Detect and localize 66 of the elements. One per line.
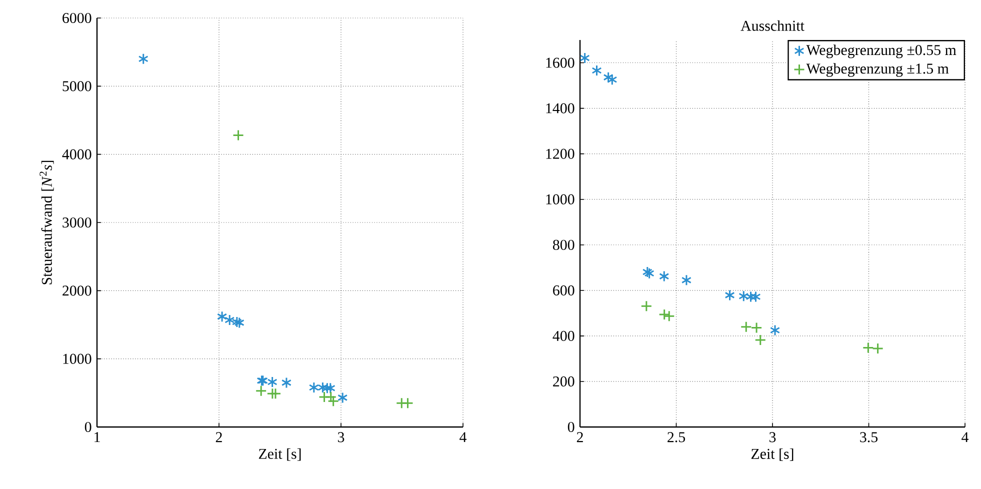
x-axis-title: Zeit [s] xyxy=(751,448,794,461)
point xyxy=(308,382,319,394)
point xyxy=(746,291,756,303)
x-tick-label: 3 xyxy=(338,432,344,442)
point xyxy=(750,322,762,334)
y-tick-label: 400 xyxy=(552,330,574,341)
x-tick-label: 1 xyxy=(94,432,100,442)
point xyxy=(216,310,228,322)
y-tick-label: 800 xyxy=(552,240,574,250)
y-tick-label: 1000 xyxy=(546,194,574,204)
x-tick-label: 3.5 xyxy=(860,432,878,442)
y-tick-label: 1400 xyxy=(546,103,574,114)
y-tick-label: 1200 xyxy=(546,148,574,159)
point xyxy=(232,316,242,328)
y-tick-label: 3000 xyxy=(62,217,92,228)
point xyxy=(724,289,735,301)
y-tick-label: 200 xyxy=(553,376,574,387)
point xyxy=(740,321,752,333)
y-tick-label: 0 xyxy=(568,422,574,432)
y-tick-label: 5000 xyxy=(62,81,92,92)
point xyxy=(281,376,292,388)
y-tick-label: 2000 xyxy=(62,286,92,296)
point xyxy=(270,388,282,400)
point xyxy=(607,74,618,86)
y-tick-label: 600 xyxy=(553,285,574,296)
point xyxy=(738,290,749,302)
point xyxy=(603,72,614,84)
point xyxy=(754,334,766,346)
y-tick-label: 0 xyxy=(84,422,92,432)
point xyxy=(325,382,336,394)
legend-label: Wegbegrenzung ±1.5 m xyxy=(806,63,949,77)
point xyxy=(232,129,244,141)
point xyxy=(325,391,337,403)
x-axis-title: Zeit [s] xyxy=(258,448,301,461)
point xyxy=(234,316,244,328)
point xyxy=(318,382,328,394)
y-tick-label: 4000 xyxy=(62,149,92,160)
point xyxy=(640,300,652,312)
y-tick-label: 1600 xyxy=(546,58,574,68)
x-tick-label: 4 xyxy=(460,432,466,442)
point xyxy=(750,291,761,303)
point xyxy=(862,342,874,354)
point xyxy=(267,376,278,388)
y-tick-label: 1000 xyxy=(63,354,92,364)
point xyxy=(770,324,780,336)
point xyxy=(138,53,148,65)
y-tick-label: 6000 xyxy=(62,12,92,24)
point xyxy=(338,392,348,404)
x-tick-label: 2 xyxy=(576,432,583,442)
point xyxy=(580,52,590,64)
point xyxy=(681,274,692,286)
point xyxy=(872,342,884,354)
legend-label: Wegbegrenzung ±0.55 m xyxy=(806,44,956,58)
x-tick-label: 2.5 xyxy=(668,432,686,442)
point xyxy=(322,382,332,394)
x-tick-label: 2 xyxy=(216,432,222,442)
point xyxy=(592,64,602,76)
y-axis-title: Steueraufwand [N$^{2}$s] xyxy=(40,160,54,284)
x-tick-label: 3 xyxy=(769,432,776,442)
point xyxy=(224,314,235,326)
point xyxy=(402,397,414,409)
point xyxy=(328,395,340,407)
chart-title: Ausschnitt xyxy=(740,20,804,31)
x-tick-label: 4 xyxy=(962,432,969,442)
point xyxy=(659,270,670,282)
point xyxy=(255,385,267,397)
